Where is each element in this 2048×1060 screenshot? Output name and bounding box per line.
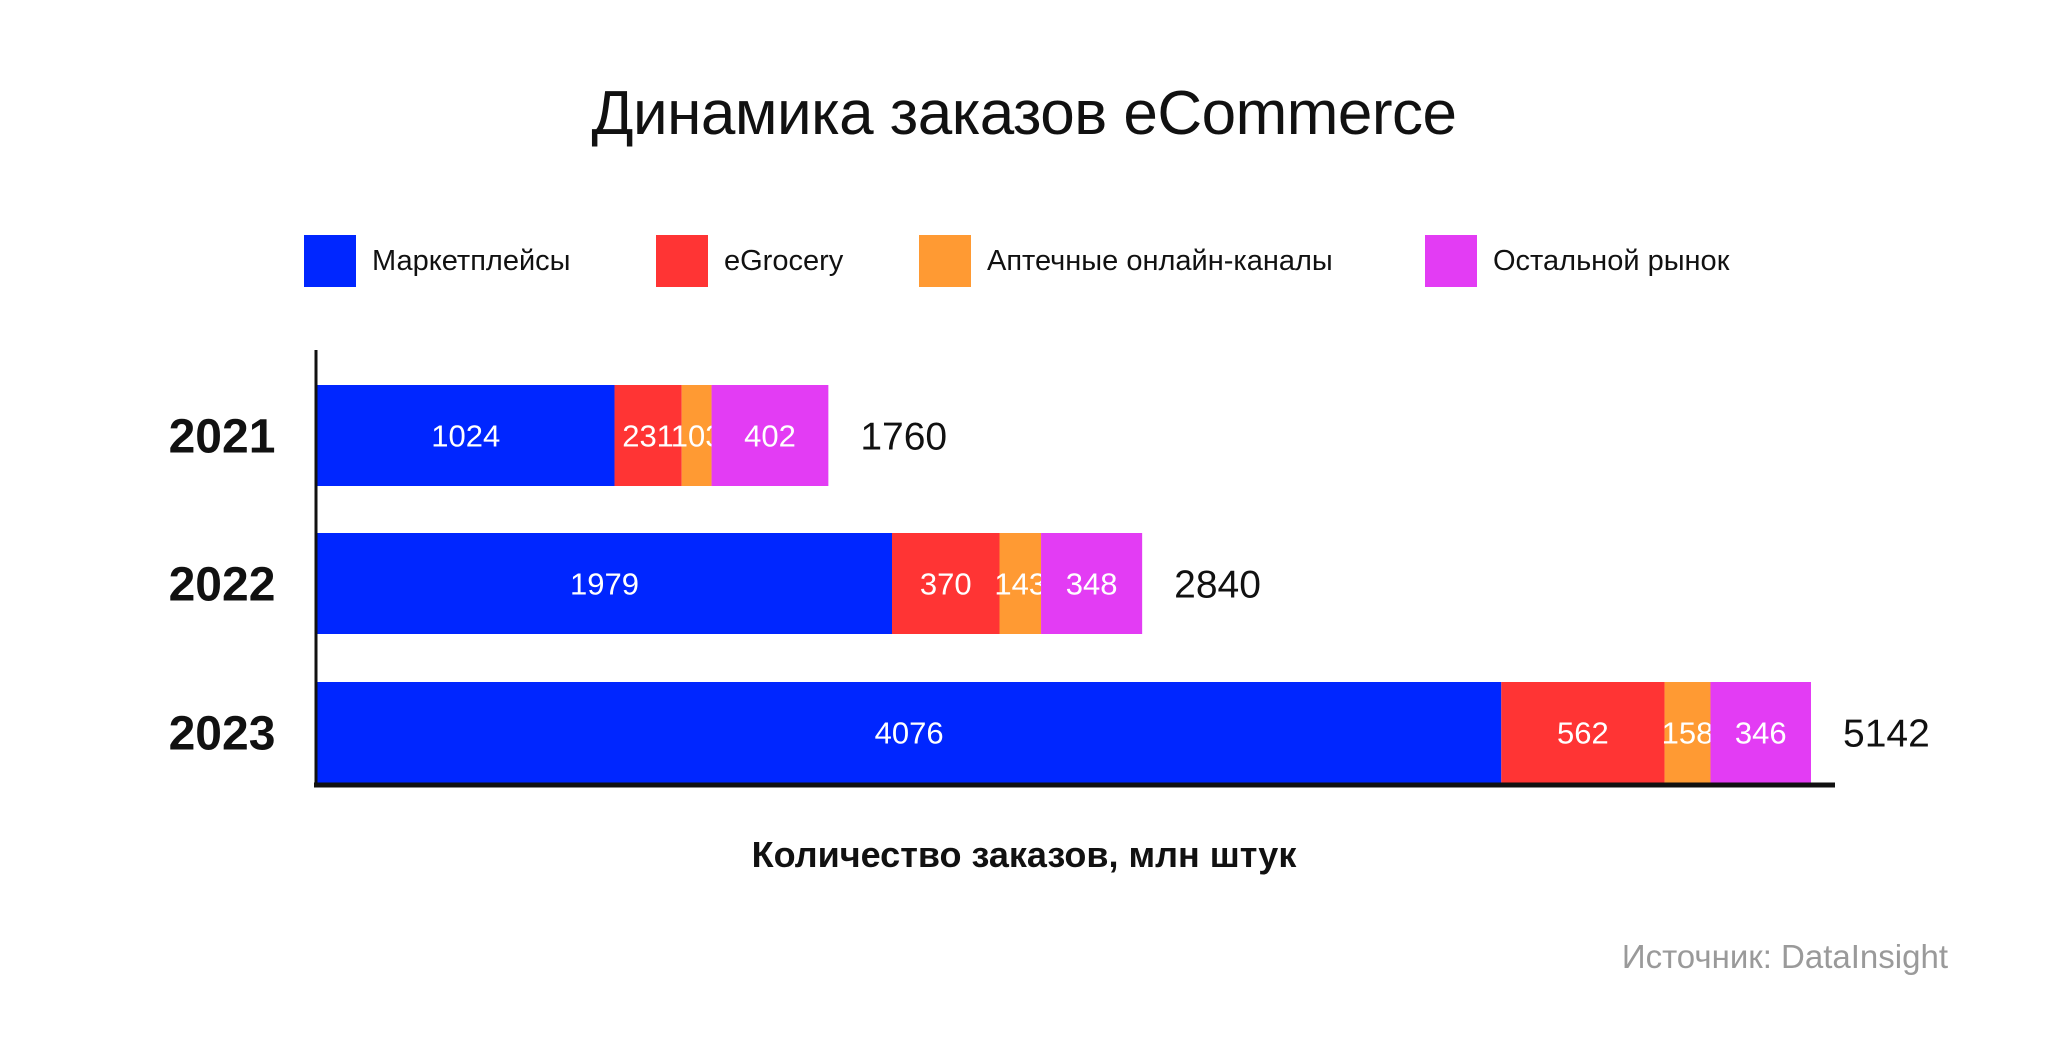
bar-segment <box>1041 533 1143 634</box>
segment-label: 562 <box>1557 716 1609 751</box>
legend-item-other: Остальной рынок <box>1425 235 1729 287</box>
legend-item-egrocery: eGrocery <box>656 235 843 287</box>
source-note: Источник: DataInsight <box>1621 938 1948 975</box>
y-tick-label: 2022 <box>169 559 276 612</box>
legend-swatch <box>656 235 708 287</box>
segment-label: 1979 <box>570 567 639 602</box>
segment-label: 370 <box>920 567 972 602</box>
bar-segment <box>317 385 615 486</box>
legend: Маркетплейсы eGrocery Аптечные онлайн-ка… <box>0 235 2048 287</box>
x-axis-label: Количество заказов, млн штук <box>751 834 1297 875</box>
total-label: 5142 <box>1843 713 1930 756</box>
bar-segment <box>999 533 1042 634</box>
legend-item-marketplaces: Маркетплейсы <box>304 235 571 287</box>
bar-segment <box>317 682 1502 783</box>
segment-label: 348 <box>1066 567 1118 602</box>
segment-label: 231 <box>622 419 674 454</box>
y-tick-label: 2023 <box>169 708 276 761</box>
chart-title: Динамика заказов eCommerce <box>591 79 1458 148</box>
bar-segment <box>1501 682 1665 783</box>
segment-label: 1024 <box>431 419 500 454</box>
legend-label: Маркетплейсы <box>372 244 571 277</box>
legend-label: eGrocery <box>724 244 844 277</box>
legend-swatch <box>304 235 356 287</box>
legend-swatch <box>919 235 971 287</box>
bar-segment <box>1710 682 1811 783</box>
segment-label: 4076 <box>875 716 944 751</box>
bar-segment <box>614 385 682 486</box>
bar-segment <box>711 385 829 486</box>
bar-segment <box>317 533 892 634</box>
segment-label: 346 <box>1735 716 1787 751</box>
bar-segment <box>891 533 1000 634</box>
segment-label: 158 <box>1662 716 1714 751</box>
segment-label: 143 <box>994 567 1046 602</box>
legend-swatch <box>1425 235 1477 287</box>
bar-segment <box>681 385 712 486</box>
legend-label: Остальной рынок <box>1493 244 1730 277</box>
bar-segment <box>1664 682 1711 783</box>
legend-item-pharmacy: Аптечные онлайн-каналы <box>919 235 1333 287</box>
total-label: 2840 <box>1174 564 1261 607</box>
y-tick-label: 2021 <box>169 411 276 464</box>
total-label: 1760 <box>860 416 947 459</box>
legend-label: Аптечные онлайн-каналы <box>987 244 1333 277</box>
segment-label: 402 <box>744 419 796 454</box>
